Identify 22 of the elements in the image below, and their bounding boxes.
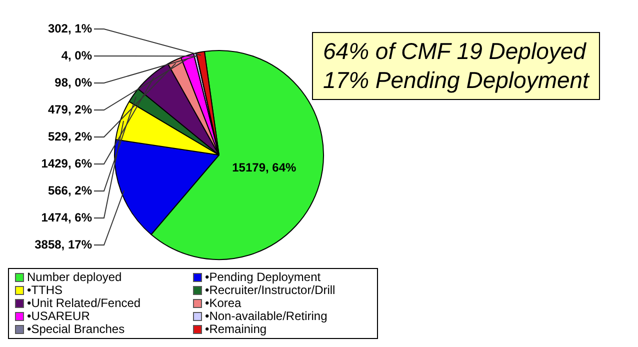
- legend-label: •Recruiter/Instructor/Drill: [205, 283, 336, 297]
- data-label: 529, 2%: [48, 129, 92, 144]
- data-label: 1474, 6%: [41, 210, 92, 224]
- legend-label: •Special Branches: [27, 322, 125, 336]
- data-label: 4, 0%: [61, 48, 92, 62]
- text: 17% Pending Deployment: [323, 66, 589, 95]
- legend-label: •TTHS: [27, 283, 63, 297]
- legend-label: •Korea: [205, 296, 242, 310]
- data-label: 98, 0%: [54, 75, 92, 90]
- data-label: 15179, 64%: [232, 160, 297, 174]
- data-label: 479, 2%: [48, 102, 92, 116]
- legend-label: •Non-available/Retiring: [205, 309, 328, 323]
- legend-label: •USAREUR: [27, 309, 90, 323]
- legend-label: •Pending Deployment: [205, 270, 321, 284]
- data-label: 1429, 6%: [41, 156, 92, 170]
- text: 64% of CMF 19 Deployed: [323, 37, 588, 66]
- data-label: 3858, 17%: [34, 237, 92, 252]
- legend-label: •Remaining: [205, 322, 267, 336]
- data-label: 302, 1%: [48, 21, 92, 36]
- legend-label: •Unit Related/Fenced: [27, 296, 141, 310]
- legend-label: Number deployed: [27, 270, 122, 284]
- data-label: 566, 2%: [48, 183, 92, 198]
